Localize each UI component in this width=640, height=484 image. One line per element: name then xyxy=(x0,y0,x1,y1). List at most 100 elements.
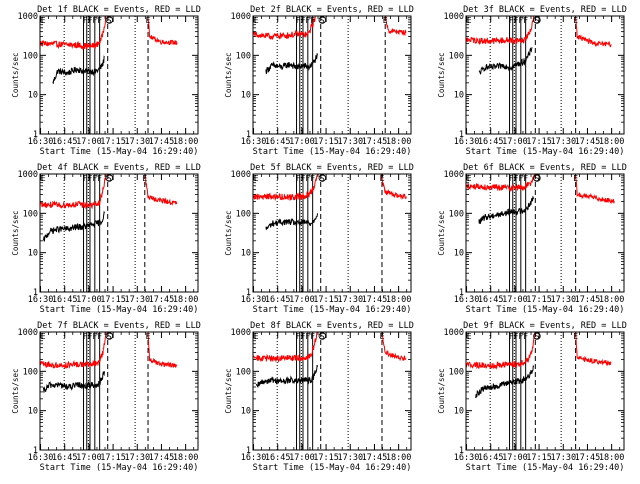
lld-series-line xyxy=(466,332,536,370)
lld-series-line-after-gap xyxy=(147,332,178,368)
x-tick-label: 18:00 xyxy=(173,453,199,463)
x-tick-label: 17:15 xyxy=(100,295,126,305)
marker-label: E xyxy=(380,332,385,341)
panel-data xyxy=(40,332,178,450)
plot-frame xyxy=(39,173,199,293)
marker-label: E xyxy=(467,332,472,341)
x-tick-label: 17:15 xyxy=(526,453,552,463)
marker-label: F xyxy=(92,174,97,183)
y-tick-label: 1000 xyxy=(18,170,38,180)
x-tick-label: 17:00 xyxy=(502,137,528,147)
events-series-line xyxy=(255,364,318,389)
events-series-line xyxy=(265,53,318,74)
x-axis-label: Start Time (15-May-04 16:29:40) xyxy=(253,305,412,315)
lld-series-line xyxy=(253,16,316,41)
marker-label: E xyxy=(142,174,147,183)
x-tick-label: 16:30 xyxy=(28,295,54,305)
marker-label: E xyxy=(254,16,259,25)
marker-label: F xyxy=(509,16,514,25)
x-tick-label: 17:30 xyxy=(337,295,363,305)
x-tick-label: 17:15 xyxy=(100,453,126,463)
marker-label: F xyxy=(296,332,301,341)
marker-label: E xyxy=(41,16,46,25)
panel-data xyxy=(253,332,407,450)
x-tick-label: 17:00 xyxy=(502,295,528,305)
x-tick-label: 17:00 xyxy=(502,453,528,463)
events-series-line xyxy=(478,47,533,75)
marker-label: E xyxy=(383,16,388,25)
marker-label: E xyxy=(146,16,151,25)
x-tick-label: 17:00 xyxy=(76,295,102,305)
x-tick-label: 16:45 xyxy=(52,453,78,463)
x-tick-label: 18:00 xyxy=(599,295,625,305)
panel-title: Det 8f BLACK = Events, RED = LLD xyxy=(250,321,414,331)
x-tick-label: 17:15 xyxy=(526,295,552,305)
x-tick-label: 17:00 xyxy=(289,295,315,305)
marker-label: E xyxy=(573,332,578,341)
marker-label: F xyxy=(97,16,102,25)
marker-label: F xyxy=(518,174,523,183)
marker-label: F xyxy=(88,174,93,183)
marker-label: E xyxy=(573,174,578,183)
plot-frame xyxy=(252,15,412,135)
x-tick-label: 16:30 xyxy=(241,295,267,305)
y-tick-label: 1 xyxy=(459,446,464,456)
plot-frame xyxy=(252,173,412,293)
panel-title: Det 7f BLACK = Events, RED = LLD xyxy=(37,321,201,331)
marker-label: F xyxy=(88,16,93,25)
marker-label: S xyxy=(535,16,540,25)
marker-label: F xyxy=(523,332,528,341)
y-tick-label: 1 xyxy=(33,130,38,140)
x-axis-label: Start Time (15-May-04 16:29:40) xyxy=(40,147,199,157)
x-tick-label: 17:00 xyxy=(289,137,315,147)
x-tick-label: 18:00 xyxy=(386,137,412,147)
marker-label: F xyxy=(305,332,310,341)
x-tick-label: 18:00 xyxy=(599,453,625,463)
marker-label: F xyxy=(97,174,102,183)
lld-series-line-after-gap xyxy=(144,174,178,206)
marker-label: F xyxy=(88,332,93,341)
panel-data xyxy=(40,174,178,292)
panel-data xyxy=(253,174,407,292)
y-tick-label: 1000 xyxy=(231,170,251,180)
panel-title: Det 3f BLACK = Events, RED = LLD xyxy=(463,5,627,15)
y-tick-label: 10 xyxy=(241,249,251,259)
marker-label: F xyxy=(97,332,102,341)
y-tick-label: 100 xyxy=(236,367,251,377)
plot-frame xyxy=(252,331,412,451)
x-tick-label: 18:00 xyxy=(173,137,199,147)
marker-label: E xyxy=(380,174,385,183)
y-tick-label: 100 xyxy=(23,209,38,219)
x-tick-label: 17:45 xyxy=(362,295,388,305)
marker-label: F xyxy=(310,174,315,183)
y-tick-label: 1000 xyxy=(444,328,464,338)
events-series-line xyxy=(478,196,535,224)
y-tick-label: 10 xyxy=(28,249,38,259)
x-tick-label: 17:15 xyxy=(100,137,126,147)
marker-label: S xyxy=(107,16,112,25)
y-tick-label: 1 xyxy=(33,446,38,456)
y-tick-label: 10 xyxy=(454,249,464,259)
plot-frame xyxy=(39,15,199,135)
lld-series-line xyxy=(466,16,535,45)
marker-label: S xyxy=(320,16,325,25)
x-tick-label: 17:00 xyxy=(289,453,315,463)
y-tick-label: 10 xyxy=(241,91,251,101)
marker-label: S xyxy=(535,174,540,183)
y-tick-label: 100 xyxy=(23,367,38,377)
panel-title: Det 6f BLACK = Events, RED = LLD xyxy=(463,163,627,173)
y-tick-label: 1000 xyxy=(444,170,464,180)
x-tick-label: 16:30 xyxy=(454,453,480,463)
y-tick-label: 1000 xyxy=(231,12,251,22)
y-tick-label: 100 xyxy=(236,51,251,61)
x-tick-label: 16:30 xyxy=(28,453,54,463)
x-tick-label: 17:30 xyxy=(550,295,576,305)
x-tick-label: 18:00 xyxy=(386,453,412,463)
x-axis-label: Start Time (15-May-04 16:29:40) xyxy=(466,305,625,315)
lld-series-line xyxy=(466,174,536,193)
x-tick-label: 17:15 xyxy=(313,453,339,463)
